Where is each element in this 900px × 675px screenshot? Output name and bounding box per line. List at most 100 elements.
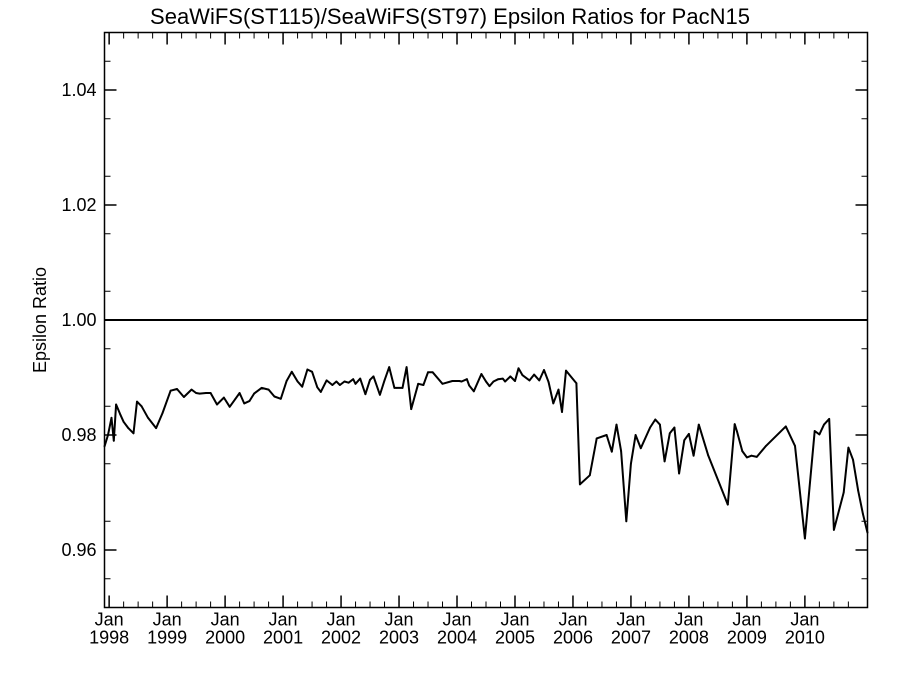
y-tick-label: 1.02 [61,195,96,215]
data-point [354,382,357,385]
data-point [316,386,319,389]
series-points [103,366,869,540]
data-point [538,379,541,382]
data-point [610,450,613,453]
data-point [205,392,207,394]
data-point [285,380,288,382]
data-point [521,374,524,377]
data-point [833,529,835,531]
data-point [115,403,117,406]
data-point [765,445,767,447]
data-point [198,392,201,395]
data-point [746,456,748,459]
chart-title: SeaWiFS(ST115)/SeaWiFS(ST97) Epsilon Rat… [150,4,750,29]
data-point [588,474,591,477]
data-point [794,445,796,447]
data-point [575,382,578,385]
data-point [410,408,413,410]
data-point [352,378,355,381]
data-point [557,388,560,391]
data-point [509,375,512,378]
data-point [842,491,845,494]
data-point [190,388,193,391]
x-tick-year: 1999 [147,628,187,648]
data-point [451,380,454,382]
data-point [306,368,309,371]
y-tick-label: 0.98 [61,425,96,445]
data-point [401,387,404,389]
data-point [405,366,408,368]
data-point [733,423,736,425]
data-point [228,405,231,408]
data-point [866,531,869,534]
data-point [460,380,463,383]
data-point [492,380,495,383]
data-point [132,432,135,435]
x-tick-month: Jan [95,610,124,630]
data-point [273,395,276,398]
data-point [427,371,429,374]
data-point [514,380,516,382]
data-point [441,382,444,385]
data-point [468,384,471,387]
x-tick-year: 2003 [379,628,419,648]
data-point [119,413,122,416]
data-point [422,384,425,386]
data-point [122,420,125,423]
data-point [485,380,487,383]
data-point [140,405,143,408]
x-tick-month: Jan [442,610,471,630]
y-tick-label: 1.04 [61,80,96,100]
data-point [813,430,816,432]
data-point [818,433,821,436]
data-point [183,396,185,398]
data-point [533,373,535,376]
x-tick-year: 2009 [727,628,767,648]
x-tick-month: Jan [500,610,529,630]
x-tick-year: 1998 [89,628,129,648]
data-point [736,430,738,433]
data-point [325,379,328,382]
data-point [565,369,567,372]
data-point [136,400,138,403]
data-point [393,387,396,389]
data-point [741,450,744,452]
data-point [678,472,680,475]
data-point [823,423,825,426]
data-point [620,450,622,452]
data-point [223,396,225,399]
x-tick-month: Jan [732,610,761,630]
data-point [673,426,676,429]
data-point [804,537,806,540]
x-ticks: Jan1998Jan1999Jan2000Jan2001Jan2002Jan20… [89,32,849,648]
x-tick-year: 2000 [205,628,245,648]
data-point [127,427,130,429]
data-point [750,454,753,457]
data-point [431,371,434,374]
data-point [395,387,398,389]
data-point [319,391,322,393]
data-point [466,378,468,381]
data-point [579,483,581,486]
data-point [595,437,598,440]
data-point [301,385,304,388]
x-tick-year: 2007 [611,628,651,648]
data-point [668,432,671,435]
x-tick-month: Jan [211,610,240,630]
x-tick-year: 2006 [553,628,593,648]
x-tick-year: 2002 [321,628,361,648]
data-point [692,454,695,457]
data-point [383,379,386,382]
x-tick-month: Jan [558,610,587,630]
data-point [639,447,642,450]
data-point [857,489,860,492]
data-point [195,392,198,394]
data-point [176,388,178,390]
data-point [209,392,212,394]
x-tick-month: Jan [616,610,645,630]
data-point [654,418,657,421]
data-point [528,379,531,382]
data-point [379,393,381,396]
data-point [147,416,149,419]
data-point [480,373,483,375]
